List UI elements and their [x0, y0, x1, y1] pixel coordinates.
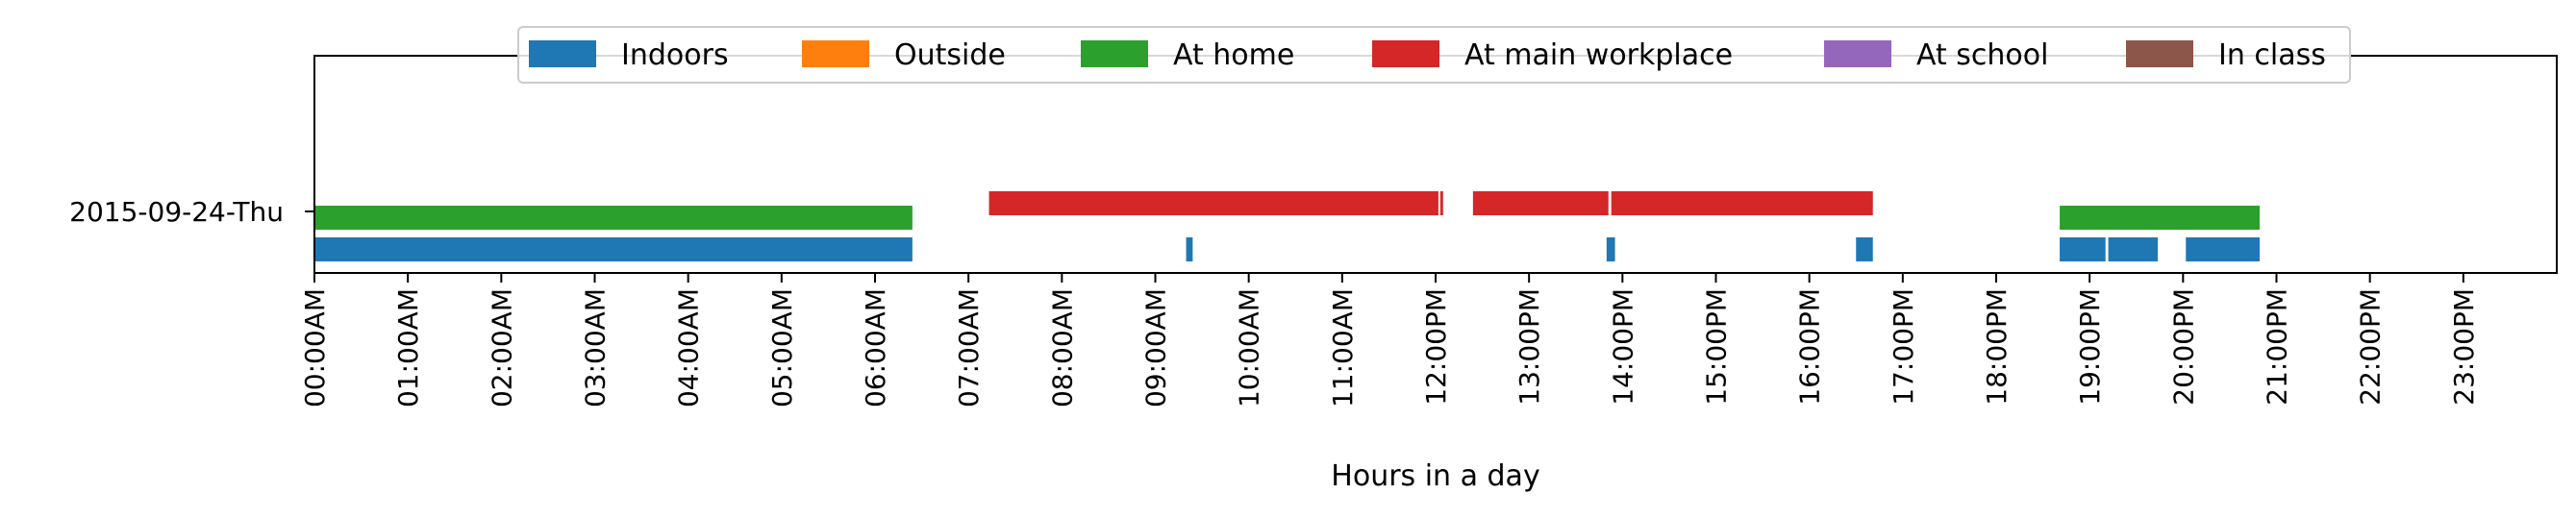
- y-axis: 2015-09-24-Thu: [69, 196, 314, 228]
- x-tick-label: 02:00AM: [486, 288, 517, 408]
- bar-at-main-workplace: [988, 191, 1438, 215]
- legend-label: At home: [1173, 38, 1294, 72]
- bar-at-main-workplace: [1472, 191, 1609, 215]
- x-tick-label: 13:00PM: [1513, 288, 1545, 406]
- legend-swatch: [1824, 40, 1891, 67]
- bar-indoors: [2060, 237, 2106, 261]
- x-tick-label: 10:00AM: [1234, 288, 1265, 408]
- legend-label: Outside: [894, 38, 1006, 72]
- bars-layer: [314, 191, 2261, 261]
- x-tick-label: 21:00PM: [2262, 288, 2293, 406]
- x-tick-label: 16:00PM: [1794, 288, 1826, 406]
- x-tick-label: 01:00AM: [392, 288, 424, 408]
- x-tick-label: 20:00PM: [2167, 288, 2199, 406]
- x-tick-label: 18:00PM: [1981, 288, 2013, 406]
- legend-swatch: [2126, 40, 2193, 67]
- x-tick-label: 08:00AM: [1046, 288, 1078, 408]
- bar-at-main-workplace: [1611, 191, 1873, 215]
- x-axis: 00:00AM 01:00AM 02:00AM 03:00AM 04:00AM 05:00…: [299, 273, 2480, 408]
- bar-indoors: [1606, 237, 1615, 261]
- x-tick-label: 12:00PM: [1420, 288, 1452, 406]
- legend-label: Indoors: [621, 38, 729, 72]
- bar-at-home: [2060, 206, 2261, 230]
- bar-indoors: [1856, 237, 1873, 261]
- legend-swatch: [1081, 40, 1148, 67]
- x-tick-label: 17:00PM: [1888, 288, 1919, 406]
- legend-swatch: [802, 40, 869, 67]
- bar-indoors: [2108, 237, 2159, 261]
- bar-indoors: [2186, 237, 2261, 261]
- bar-at-main-workplace: [1439, 191, 1443, 215]
- bar-indoors: [314, 237, 913, 261]
- legend-label: At main workplace: [1464, 38, 1733, 72]
- x-tick-label: 14:00PM: [1607, 288, 1638, 406]
- legend-label: At school: [1916, 38, 2048, 72]
- x-tick-label: 00:00AM: [299, 288, 331, 408]
- x-tick-label: 11:00AM: [1327, 288, 1359, 408]
- bar-indoors: [1186, 237, 1193, 261]
- x-tick-label: 04:00AM: [673, 288, 705, 408]
- x-axis-title: Hours in a day: [1331, 459, 1539, 493]
- legend-swatch: [1372, 40, 1439, 67]
- legend: Indoors Outside At home At main workplace At…: [517, 26, 2351, 84]
- x-tick-label: 06:00AM: [860, 288, 891, 408]
- legend-label: In class: [2218, 38, 2326, 72]
- y-tick-label: 2015-09-24-Thu: [69, 196, 284, 228]
- bar-at-home: [314, 206, 913, 230]
- x-tick-label: 05:00AM: [766, 288, 798, 408]
- x-tick-label: 09:00AM: [1140, 288, 1172, 408]
- x-tick-label: 23:00PM: [2448, 288, 2480, 406]
- x-tick-label: 22:00PM: [2355, 288, 2387, 406]
- x-tick-label: 07:00AM: [953, 288, 985, 408]
- x-tick-label: 19:00PM: [2074, 288, 2106, 406]
- x-tick-label: 03:00AM: [580, 288, 612, 408]
- legend-swatch: [529, 40, 596, 67]
- x-tick-label: 15:00PM: [1701, 288, 1733, 406]
